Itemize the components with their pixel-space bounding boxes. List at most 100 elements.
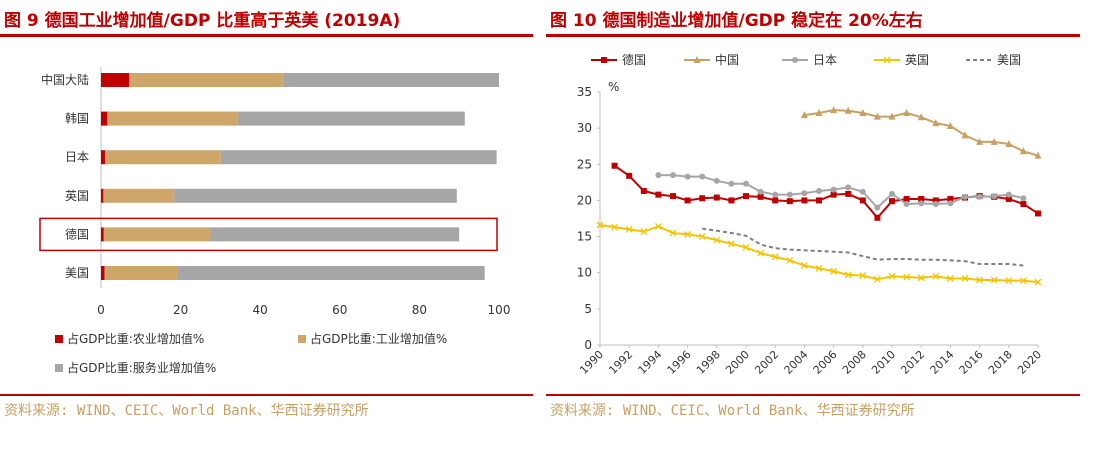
line-y-tick-label: 10 [577,266,592,280]
series-美国 [702,227,1024,267]
uk-point [830,267,838,275]
uk-point-stroke [917,274,925,282]
japan-point [874,204,881,211]
uk-point-stroke [742,243,750,251]
bar-x-tick-label: 0 [97,303,105,317]
china-point [917,113,925,121]
china-point [961,131,969,139]
uk-point [625,225,633,233]
line-x-tick-label: 1990 [577,348,606,377]
bar-segment [177,266,485,280]
germany-point [757,193,764,200]
bar-legend-swatch [55,335,63,343]
left-figure-title: 图 9 德国工业增加值/GDP 比重高于英美 (2019A) [4,11,401,31]
bar-segment [129,73,283,87]
japan-point [792,57,798,63]
line-y-tick-label: 20 [577,193,592,207]
germany-point [684,197,691,204]
bar-chart-bars [101,73,499,280]
uk-point [873,275,881,283]
line-legend-label: 英国 [905,53,929,67]
uk-point-stroke [625,225,633,233]
uk-point [727,240,735,248]
bar-x-tick-label: 60 [332,303,347,317]
uk-point-stroke [669,229,677,237]
japan-point [947,200,954,207]
line-y-tick-label: 0 [584,338,592,352]
japan-point [976,193,983,200]
germany-point [932,197,939,204]
bar-segment [174,188,457,203]
germany-highlight-box [39,217,498,252]
uk-point-stroke [976,276,984,284]
uk-point-stroke [786,256,794,264]
china-point [859,108,867,116]
uk-point-stroke [903,273,911,281]
left-source-note: 资料来源: WIND、CEIC、World Bank、华西证券研究所 [4,403,369,419]
bar-segment [220,150,497,165]
china-point [976,137,984,145]
germany-point [918,195,925,202]
bar-segment [237,111,465,126]
left-figure: 图 9 德国工业增加值/GDP 比重高于英美 (2019A) 0 20 40 60 80… [0,0,533,452]
uk-point [1019,277,1027,285]
japan-point [699,173,706,180]
uk-point [640,228,648,235]
line-x-tick-label: 1994 [636,348,665,377]
japan-point [830,186,837,193]
uk-point [684,230,692,238]
japan-point [743,180,749,187]
bar-segment [101,73,130,87]
bar-x-tick-label: 100 [488,303,511,317]
line-legend-label: 中国 [715,52,739,67]
china-point [693,56,701,63]
line-x-tick-label: 2018 [986,348,1015,377]
china-point [830,106,838,114]
germany-point [626,172,633,179]
uk-point-stroke [1005,277,1013,285]
china-point [1019,147,1027,155]
bar-category-label: 英国 [65,189,89,203]
uk-point-stroke [873,275,881,283]
japan-point [728,180,735,187]
series-line [599,224,1039,284]
line-x-tick-label: 2016 [957,348,986,377]
line-x-tick-label: 2014 [928,348,957,377]
uk-point-stroke [596,221,604,229]
uk-point [596,221,604,229]
uk-point-stroke [946,275,954,282]
uk-point [757,249,765,257]
uk-point [669,229,677,237]
line-y-tick-label: 25 [577,157,592,171]
germany-point [801,197,808,204]
germany-point [655,191,662,198]
uk-point [800,262,808,269]
germany-point [601,57,607,63]
uk-point [946,275,954,282]
china-point [946,121,954,129]
bar-category-label: 美国 [65,266,89,280]
bar-legend-swatch [298,335,306,343]
japan-point [845,184,852,191]
uk-point-stroke [859,272,867,280]
china-point [873,112,881,120]
japan-point [1005,191,1012,198]
japan-point [713,177,720,184]
uk-point [961,275,969,282]
bar-category-label: 德国 [65,226,89,241]
germany-point [859,197,866,204]
bar-segment [103,227,211,242]
left-source-rule [0,394,533,396]
germany-point [670,193,676,200]
series-德国 [611,162,1041,221]
uk-point-stroke [640,228,648,235]
bar-x-tick-label: 20 [173,303,188,317]
line-x-tick-label: 2002 [752,348,781,377]
uk-point-stroke [883,56,891,64]
bar-category-label: 日本 [65,150,89,164]
line-x-tick-label: 2020 [1015,348,1044,377]
germany-point [889,198,895,205]
line-x-tick-label: 2008 [840,348,869,377]
